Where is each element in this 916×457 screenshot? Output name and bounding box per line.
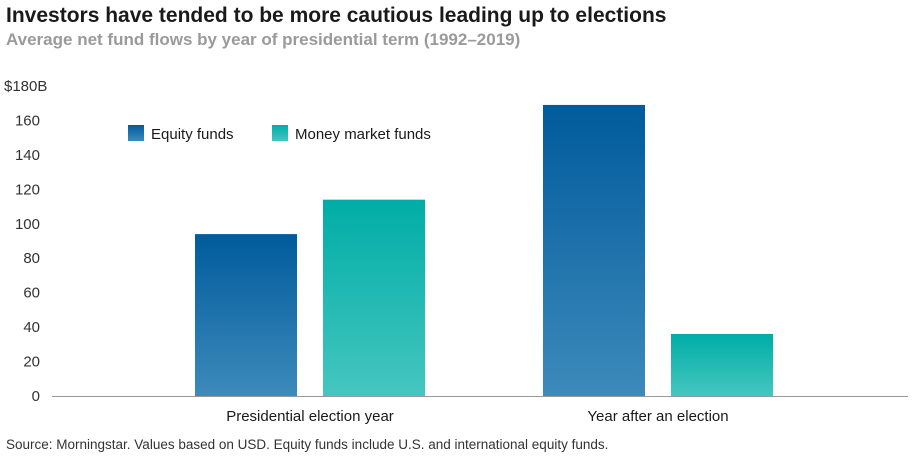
bars [195,104,773,396]
y-tick-label-120: 120 [15,181,40,198]
legend-swatch-1 [272,125,288,141]
chart-title: Investors have tended to be more cautiou… [6,4,667,27]
x-category-label-1: Year after an election [587,408,728,425]
source-note: Source: Morningstar. Values based on USD… [6,437,609,452]
chart-subtitle: Average net fund flows by year of presid… [6,30,521,49]
y-tick-label-20: 20 [23,354,40,371]
x-category-label-0: Presidential election year [226,408,394,425]
y-axis-ticks: 0 20 40 60 80 100 120 140 160 $180B [4,78,47,405]
y-tick-label-100: 100 [15,216,40,233]
y-tick-label-160: 160 [15,112,40,129]
y-tick-label-60: 60 [23,285,40,302]
legend-label-1: Money market funds [295,126,431,143]
legend: Equity funds Money market funds [128,125,431,143]
y-tick-label-180: $180B [4,78,47,95]
bar-equity-funds-0 [195,234,297,396]
bar-money-market-funds-1 [671,334,773,396]
bar-money-market-funds-0 [323,199,425,396]
y-tick-label-40: 40 [23,319,40,336]
x-axis-labels: Presidential election year Year after an … [226,408,728,425]
y-tick-label-0: 0 [32,388,40,405]
y-tick-label-140: 140 [15,147,40,164]
bar-equity-funds-1 [543,104,645,396]
y-tick-label-80: 80 [23,250,40,267]
legend-label-0: Equity funds [151,126,234,143]
legend-swatch-0 [128,125,144,141]
